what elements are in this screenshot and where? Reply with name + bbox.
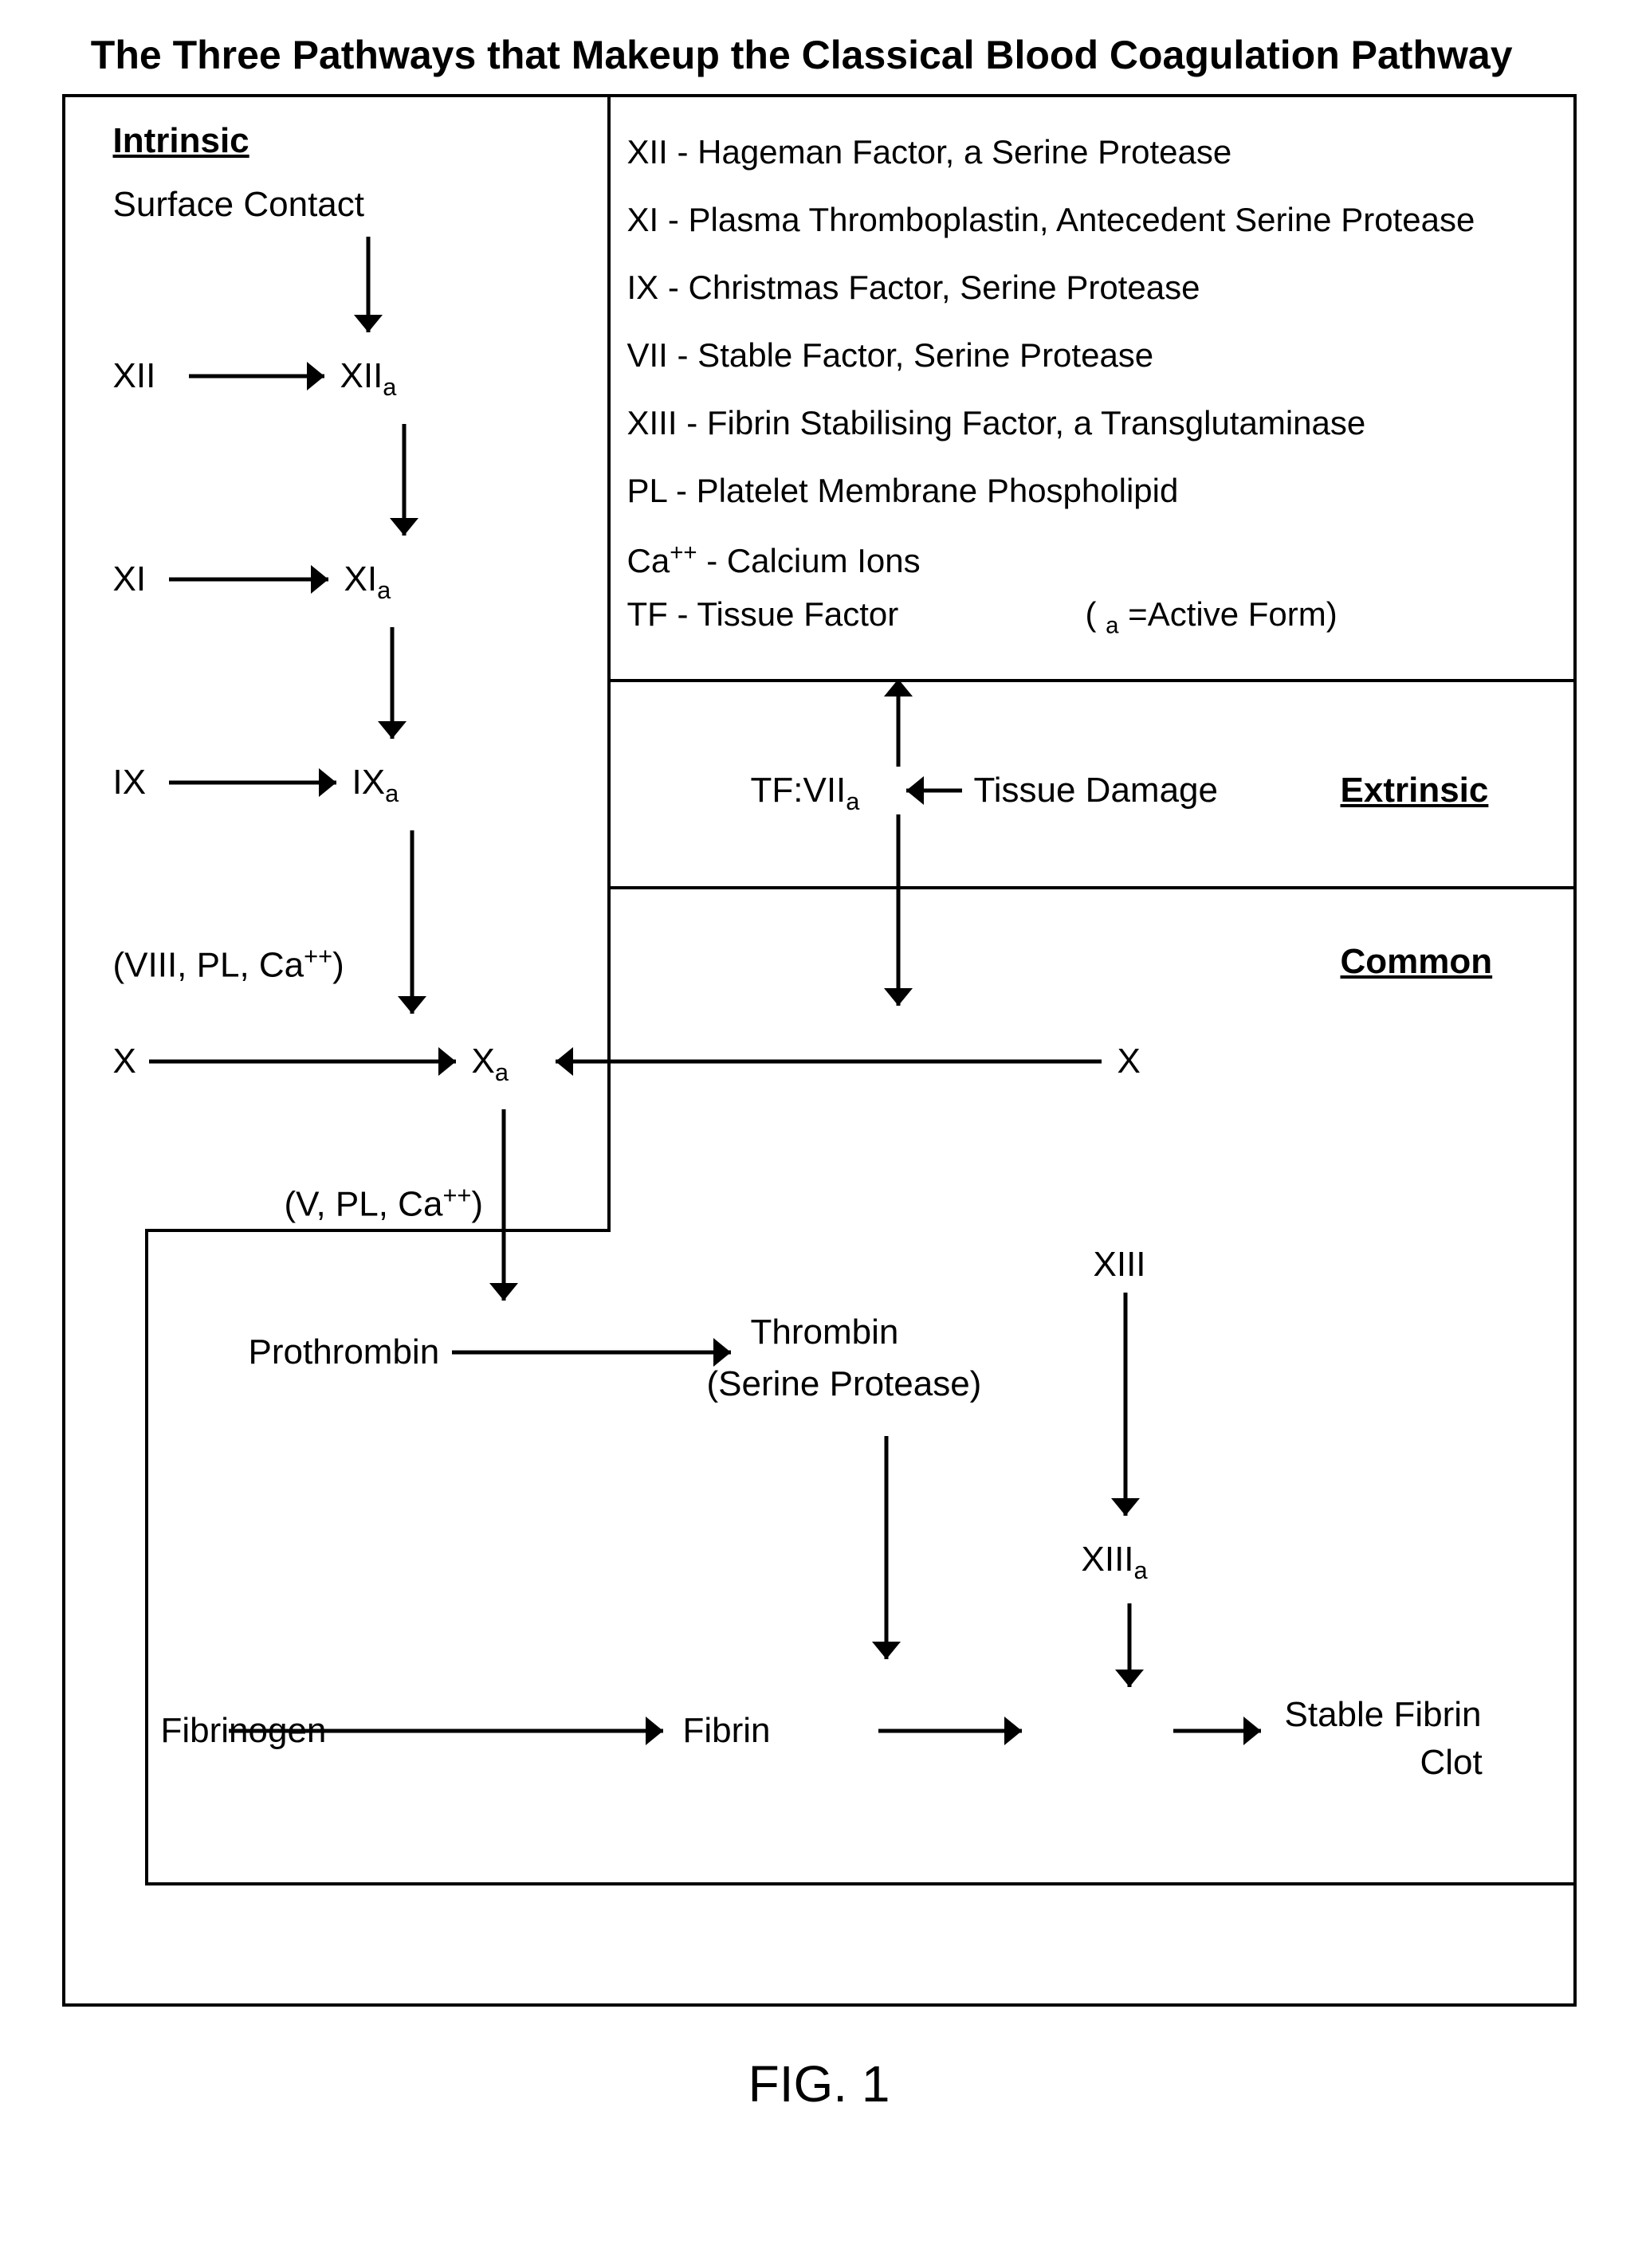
thrombin: Thrombin — [751, 1313, 899, 1352]
legend-active-form: ( a =Active Form) — [1086, 595, 1338, 639]
common-step-bottom — [145, 1882, 1573, 1885]
factor-xa: Xa — [472, 1042, 509, 1087]
factor-x-right: X — [1118, 1042, 1141, 1081]
tf-viia: TF:VIIa — [751, 771, 860, 816]
legend-line-2: IX - Christmas Factor, Serine Protease — [627, 269, 1200, 307]
legend-line-4: XIII - Fibrin Stabilising Factor, a Tran… — [627, 404, 1366, 442]
legend-ca: Ca++ - Calcium Ions — [627, 540, 921, 580]
factor-xi: XI — [113, 559, 147, 599]
serine-protease: (Serine Protease) — [707, 1364, 982, 1404]
figure-caption: FIG. 1 — [62, 2054, 1577, 2113]
legend-horizontal-separator-2 — [607, 886, 1573, 889]
factor-xia: XIa — [344, 559, 391, 605]
common-heading: Common — [1341, 942, 1493, 982]
factor-xiia: XIIa — [340, 356, 397, 402]
diagram-frame: Intrinsic Extrinsic Common Surface Conta… — [62, 94, 1577, 2007]
legend-line-3: VII - Stable Factor, Serine Protease — [627, 336, 1154, 375]
legend-line-1: XI - Plasma Thromboplastin, Antecedent S… — [627, 201, 1475, 239]
diagram-title: The Three Pathways that Makeup the Class… — [62, 32, 1577, 78]
extrinsic-heading: Extrinsic — [1341, 771, 1489, 810]
fibrin: Fibrin — [683, 1711, 771, 1751]
factor-ixa: IXa — [352, 763, 399, 808]
factor-xiiia: XIIIa — [1082, 1540, 1148, 1585]
legend-line-0: XII - Hageman Factor, a Serine Protease — [627, 133, 1232, 171]
factor-xiii: XIII — [1094, 1245, 1146, 1285]
cofactor-viii: (VIII, PL, Ca++) — [113, 942, 344, 986]
legend-vertical-separator — [607, 97, 611, 1229]
factor-x-left: X — [113, 1042, 136, 1081]
stable-fibrin: Stable Fibrin — [1285, 1695, 1482, 1735]
factor-ix: IX — [113, 763, 147, 802]
intrinsic-heading: Intrinsic — [113, 121, 249, 161]
legend-tf: TF - Tissue Factor — [627, 595, 899, 634]
clot: Clot — [1420, 1743, 1483, 1783]
cofactor-v: (V, PL, Ca++) — [285, 1181, 484, 1225]
factor-xii: XII — [113, 356, 156, 396]
diagram-area: Intrinsic Extrinsic Common Surface Conta… — [65, 97, 1573, 2003]
common-step-horizontal — [145, 1229, 611, 1232]
common-step-vertical — [145, 1229, 148, 1882]
prothrombin: Prothrombin — [249, 1332, 440, 1372]
fibrinogen: Fibrinogen — [49, 1711, 327, 1751]
legend-horizontal-separator-1 — [607, 679, 1573, 682]
tissue-damage: Tissue Damage — [974, 771, 1219, 810]
surface-contact: Surface Contact — [113, 185, 365, 225]
legend-line-5: PL - Platelet Membrane Phospholipid — [627, 472, 1179, 510]
